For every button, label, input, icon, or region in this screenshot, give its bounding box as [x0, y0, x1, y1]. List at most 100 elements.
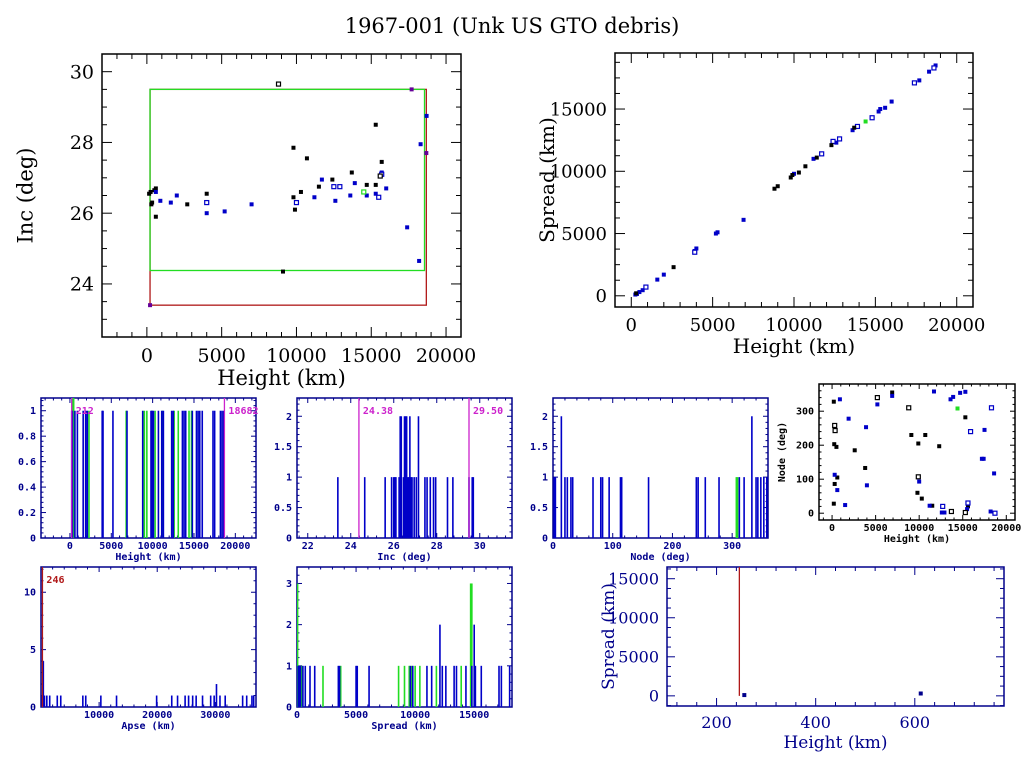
histogram-bar [592, 477, 594, 538]
plot-area [553, 416, 768, 538]
y-tick-label: 0 [542, 534, 548, 545]
histogram-bar [390, 477, 393, 538]
histogram-bar [406, 477, 409, 538]
data-point [741, 217, 746, 222]
histogram-bar [500, 665, 503, 707]
x-axis-label: Height (km) [217, 366, 346, 390]
histogram-bar [313, 665, 316, 707]
x-tick-label: 400 [800, 713, 831, 732]
histogram-bar [356, 665, 359, 707]
y-tick-label: 0.5 [274, 503, 292, 514]
histogram-bar [338, 665, 341, 707]
histogram-bar [76, 410, 79, 538]
data-point [742, 693, 747, 698]
histogram-bar [395, 477, 397, 538]
histogram-bar [441, 665, 444, 707]
histogram-bar [763, 477, 765, 538]
data-point [863, 465, 868, 470]
histogram-bar [213, 695, 215, 707]
y-tick-label: 0 [30, 534, 36, 545]
histogram-bar [245, 695, 248, 707]
x-tick-label: 200 [663, 541, 681, 552]
y-tick-label: 15000 [608, 569, 659, 588]
histogram-bar [718, 477, 720, 538]
data-point [643, 284, 649, 290]
histogram-bar [434, 477, 437, 538]
data-point [692, 249, 698, 255]
histogram-bar [42, 661, 45, 707]
data-point [373, 122, 378, 127]
y-tick-label: 1 [542, 473, 548, 484]
data-point [811, 156, 816, 161]
data-point [939, 510, 944, 515]
histogram-bar [426, 665, 428, 707]
data-point [948, 508, 955, 515]
histogram-bar [172, 410, 175, 538]
histogram-bar [695, 477, 698, 538]
y-tick-label: 5000 [618, 647, 659, 666]
data-point [349, 170, 354, 175]
data-point [911, 80, 918, 86]
data-point [863, 119, 868, 124]
x-tick-label: 15000 [948, 523, 978, 534]
data-point [965, 500, 971, 506]
histogram-bar-green [469, 583, 472, 707]
data-point [149, 202, 154, 207]
data-point [883, 105, 888, 110]
histogram-bar [46, 695, 48, 707]
histogram-bar [48, 695, 51, 707]
data-point [846, 416, 851, 421]
histogram-bar [299, 665, 302, 707]
plot-area [297, 583, 511, 707]
data-point [337, 184, 343, 190]
y-tick-label: 0 [286, 703, 292, 714]
data-point [671, 265, 676, 270]
x-tick-label: 20000 [142, 710, 172, 721]
histogram-bar [170, 410, 173, 538]
x-tick-label: 5000 [690, 315, 736, 336]
histogram-bar [599, 477, 602, 538]
histogram-bar-green [300, 665, 303, 707]
x-tick-label: 0 [294, 710, 300, 721]
data-point [291, 195, 296, 200]
histogram-bar [82, 410, 84, 538]
data-point [348, 193, 353, 198]
marker-label: 18682 [228, 406, 258, 417]
data-point [373, 182, 378, 187]
data-point [661, 272, 666, 277]
histogram-bar [564, 477, 566, 538]
histogram-bar [160, 410, 163, 538]
x-tick-label: 5000 [99, 541, 123, 552]
histogram-bar [766, 477, 768, 538]
histogram-bar [465, 665, 467, 707]
node-vs-height-plot: 0 5000 10000 15000 20000 0 100 200 300 Height (km… [777, 383, 1021, 545]
data-point [376, 194, 382, 200]
data-point [832, 442, 837, 447]
data-point [832, 422, 838, 429]
histogram-bar [355, 665, 357, 707]
data-point [831, 501, 836, 506]
histogram-bar-green [414, 665, 416, 707]
y-tick-label: 1 [286, 473, 292, 484]
histogram-bar [151, 410, 154, 538]
data-point [424, 151, 429, 156]
data-point [931, 65, 937, 71]
histogram-bar [337, 665, 340, 707]
marker-label: 24.38 [363, 406, 393, 417]
y-tick-label: 100 [796, 475, 814, 486]
data-point [418, 142, 423, 147]
data-point [788, 175, 793, 180]
histogram-bar [101, 410, 103, 538]
histogram-bar [198, 410, 201, 538]
x-tick-label: 10000 [266, 345, 326, 367]
y-tick-label: 0.4 [18, 483, 36, 494]
y-tick-label: 2 [286, 620, 292, 631]
plot-area [831, 389, 998, 516]
data-point [965, 507, 970, 512]
data-point [293, 199, 300, 206]
data-point [377, 173, 383, 179]
histogram-bar [405, 416, 408, 538]
x-tick-label: 0 [829, 523, 835, 534]
x-tick-label: 10000 [765, 315, 822, 336]
histogram-bar [439, 624, 441, 707]
